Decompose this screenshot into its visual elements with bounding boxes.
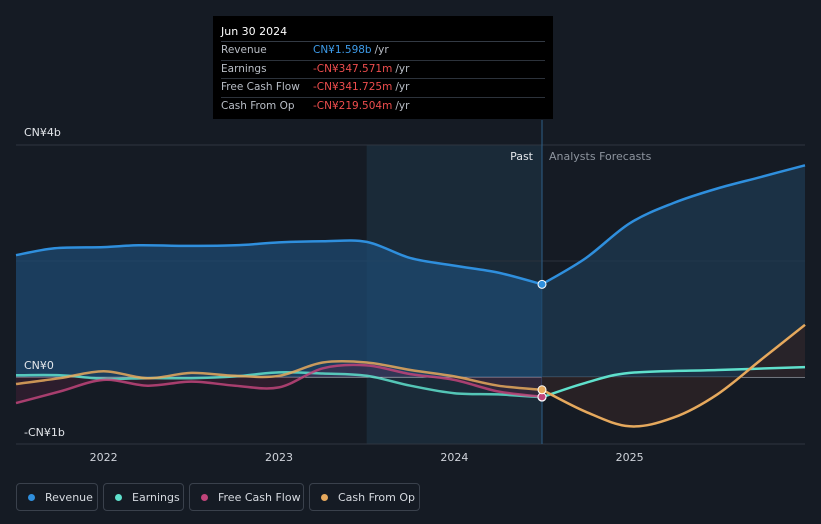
tooltip-label: Revenue (221, 44, 267, 56)
tooltip-row-free-cash-flow: Free Cash Flow -CN¥341.725m /yr (221, 79, 545, 98)
y-axis-label: CN¥0 (24, 359, 54, 372)
tooltip-value: -CN¥347.571m (313, 62, 393, 75)
tooltip-value: CN¥1.598b (313, 44, 372, 56)
free-cash-flow-line (15, 363, 543, 405)
past-label: Past (510, 150, 534, 163)
legend-label: Cash From Op (338, 490, 416, 504)
revenue-marker (537, 279, 547, 289)
x-axis-label: 2023 (265, 451, 293, 464)
x-axis-label: 2022 (90, 451, 118, 464)
tooltip-row-cash-from-op: Cash From Op -CN¥219.504m /yr (221, 98, 545, 116)
analysts-forecasts-label: Analysts Forecasts (549, 150, 652, 163)
y-axis-label: CN¥4b (24, 126, 61, 139)
revenue-area-forecast (542, 165, 805, 377)
legend-label: Revenue (45, 490, 93, 504)
cash-from-op-line (15, 359, 543, 392)
tooltip-label: Cash From Op (221, 99, 295, 112)
tooltip-unit: /yr (395, 62, 410, 75)
revenue-line (15, 239, 543, 286)
revenue-forecast-line (541, 164, 806, 286)
tooltip: Jun 30 2024 Revenue CN¥1.598b /yr Earnin… (213, 16, 553, 119)
x-axis-label: 2025 (616, 451, 644, 464)
legend-item-free-cash-flow[interactable]: Free Cash Flow (189, 483, 304, 511)
tooltip-unit: /yr (395, 99, 410, 112)
legend-label: Earnings (132, 490, 180, 504)
legend-item-earnings[interactable]: Earnings (103, 483, 184, 511)
earnings-forecast-line (541, 365, 806, 399)
legend-dot-icon (28, 493, 35, 501)
legend-dot-icon (201, 493, 208, 501)
tooltip-unit: /yr (374, 44, 389, 56)
tooltip-value: -CN¥219.504m (313, 99, 393, 112)
tooltip-date: Jun 30 2024 (221, 24, 545, 42)
revenue-area-past (16, 240, 542, 377)
x-axis-label: 2024 (440, 451, 468, 464)
legend-dot-icon (115, 493, 122, 501)
tooltip-row-revenue: Revenue CN¥1.598b /yr (221, 42, 545, 61)
tooltip-unit: /yr (395, 81, 410, 93)
legend-dot-icon (321, 493, 328, 501)
legend-item-revenue[interactable]: Revenue (16, 483, 98, 511)
cash-from-op-marker (537, 385, 547, 395)
legend-item-cash-from-op[interactable]: Cash From Op (309, 483, 420, 511)
cash-from-op-area-forecast (542, 324, 805, 427)
y-axis-label: -CN¥1b (24, 426, 65, 439)
tooltip-value: -CN¥341.725m (313, 81, 393, 93)
legend-label: Free Cash Flow (218, 490, 301, 504)
cash-from-op-forecast-line (541, 323, 806, 428)
tooltip-label: Earnings (221, 62, 267, 75)
tooltip-row-earnings: Earnings -CN¥347.571m /yr (221, 61, 545, 79)
tooltip-label: Free Cash Flow (221, 81, 300, 93)
